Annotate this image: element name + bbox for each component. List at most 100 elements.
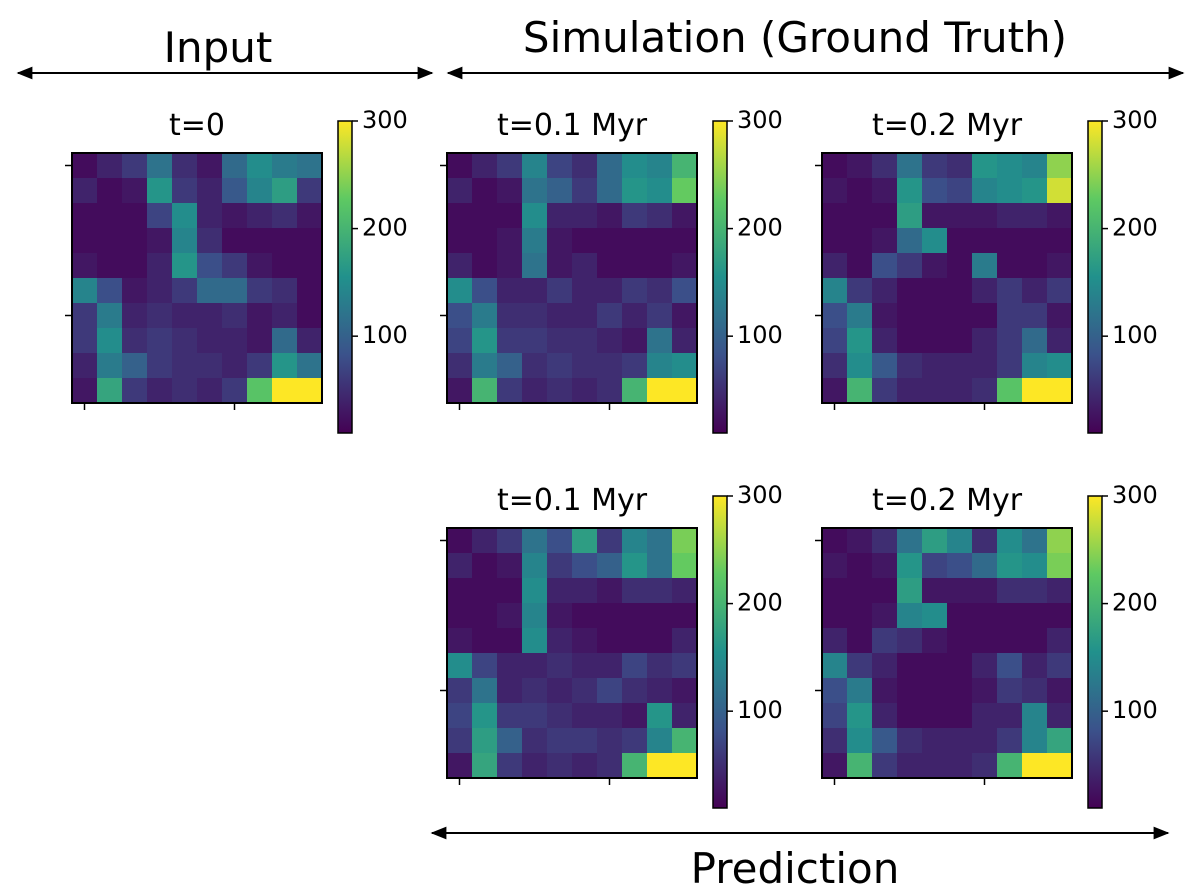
heatmap-cell — [647, 153, 673, 179]
heatmap-cell — [297, 228, 323, 254]
heatmap-cell — [647, 578, 673, 604]
heatmap-cell — [897, 178, 923, 204]
heatmap-cell — [1022, 528, 1048, 554]
heatmap-cell — [897, 628, 923, 654]
heatmap-cell — [547, 328, 573, 354]
heatmap-cell — [622, 628, 648, 654]
heatmap-cell — [122, 328, 148, 354]
heatmap-cell — [922, 553, 948, 579]
heatmap-cell — [997, 678, 1023, 704]
heatmap-cell — [572, 678, 598, 704]
heatmap-cell — [972, 553, 998, 579]
heatmap-cell — [922, 253, 948, 279]
heatmap-cell — [622, 703, 648, 729]
heatmap-cell — [597, 628, 623, 654]
heatmap-cell — [522, 528, 548, 554]
heatmap-cell — [597, 228, 623, 254]
heatmap-cell — [522, 578, 548, 604]
heatmap-cell — [572, 653, 598, 679]
heatmap-cell — [172, 278, 198, 304]
heatmap-cell — [497, 578, 523, 604]
heatmap-cell — [672, 728, 698, 754]
heatmap-cell — [972, 628, 998, 654]
heatmap-cell — [647, 178, 673, 204]
heatmap-cell — [597, 703, 623, 729]
heatmap-cell — [672, 353, 698, 379]
heatmap-cell — [472, 653, 498, 679]
heatmap-cell — [522, 353, 548, 379]
heatmap-cell — [1022, 728, 1048, 754]
heatmap-cell — [622, 578, 648, 604]
heatmap-cell — [497, 278, 523, 304]
heatmap-cell — [822, 378, 848, 404]
heatmap-cell — [197, 178, 223, 204]
heatmap-cell — [547, 153, 573, 179]
heatmap-cell — [872, 353, 898, 379]
heatmap-cell — [1047, 228, 1073, 254]
heatmap-cell — [872, 603, 898, 629]
heatmap-cell — [547, 278, 573, 304]
heatmap-cell — [147, 328, 173, 354]
heatmap-cell — [872, 328, 898, 354]
heatmap-cell — [997, 553, 1023, 579]
heatmap-cell — [197, 328, 223, 354]
heatmap-cell — [947, 328, 973, 354]
heatmap-cell — [272, 178, 298, 204]
heatmap-cell — [847, 553, 873, 579]
heatmap-cell — [647, 553, 673, 579]
heatmap-cell — [897, 603, 923, 629]
heatmap-cell — [297, 378, 323, 404]
heatmap-cell — [497, 703, 523, 729]
heatmap-cell — [172, 253, 198, 279]
heatmap-cell — [847, 528, 873, 554]
heatmap-cell — [1022, 628, 1048, 654]
heatmap-cell — [247, 228, 273, 254]
heatmap-cell — [447, 303, 473, 329]
heatmap-cell — [947, 553, 973, 579]
heatmap-cell — [547, 378, 573, 404]
heatmap-cell — [247, 353, 273, 379]
heatmap-cell — [822, 603, 848, 629]
heatmap-cell — [97, 203, 123, 229]
heatmap-cell — [622, 328, 648, 354]
heatmap-cell — [522, 728, 548, 754]
heatmap-cell — [972, 278, 998, 304]
heatmap-cell — [922, 578, 948, 604]
heatmap-cell — [922, 203, 948, 229]
heatmap-cell — [497, 228, 523, 254]
heatmap-cell — [997, 603, 1023, 629]
heatmap-cell — [1047, 303, 1073, 329]
heatmap-cell — [597, 153, 623, 179]
heatmap-cell — [447, 653, 473, 679]
heatmap-cell — [922, 353, 948, 379]
heatmap-cell — [447, 228, 473, 254]
heatmap-cell — [247, 278, 273, 304]
heatmap-cell — [472, 378, 498, 404]
heatmap-cell — [922, 328, 948, 354]
heatmap-cell — [672, 753, 698, 779]
heatmap-cell — [572, 278, 598, 304]
heatmap-cell — [97, 378, 123, 404]
heatmap-cell — [297, 203, 323, 229]
heatmap-cell — [822, 678, 848, 704]
heatmap-cell — [97, 228, 123, 254]
heatmap-cell — [1047, 753, 1073, 779]
heatmap-cell — [247, 178, 273, 204]
heatmap-cell — [847, 378, 873, 404]
heatmap-cell — [672, 628, 698, 654]
heatmap-cell — [1022, 678, 1048, 704]
heatmap-cell — [522, 603, 548, 629]
heatmap-cell — [972, 728, 998, 754]
heatmap-cell — [572, 253, 598, 279]
heatmap-cell — [622, 603, 648, 629]
heatmap-cell — [622, 203, 648, 229]
heatmap-cell — [122, 278, 148, 304]
colorbar-tick-label: 300 — [737, 106, 783, 134]
heatmap-cell — [597, 678, 623, 704]
heatmap-cell — [997, 153, 1023, 179]
heatmap-cell — [297, 153, 323, 179]
colorbar-tick-label: 200 — [1112, 589, 1158, 617]
heatmap-cell — [647, 728, 673, 754]
heatmap-cell — [447, 528, 473, 554]
heatmap-cell — [447, 378, 473, 404]
